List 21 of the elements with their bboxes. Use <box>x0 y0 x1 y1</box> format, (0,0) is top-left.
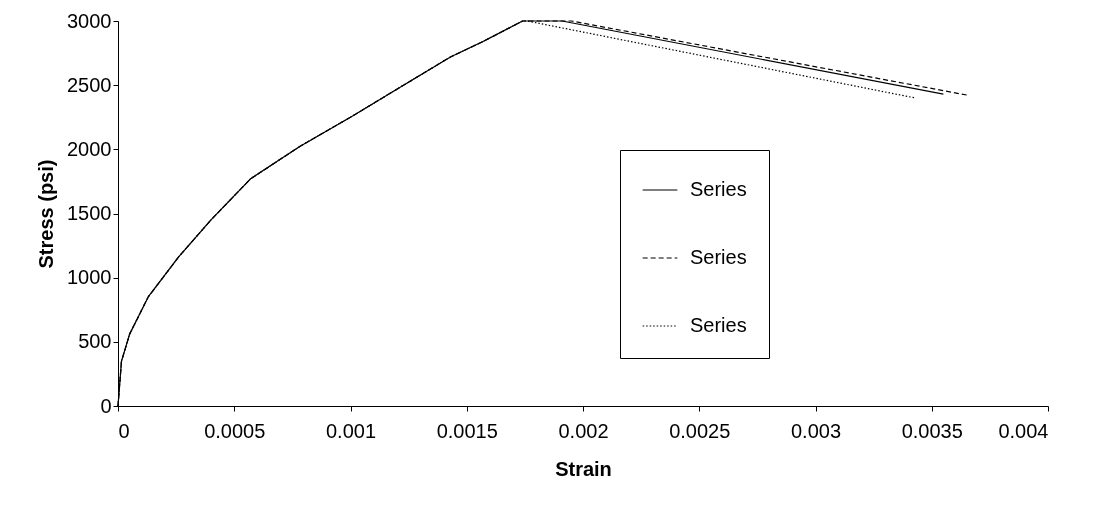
x-axis-title: Strain <box>555 457 612 480</box>
legend-label: Series <box>690 178 747 200</box>
y-tick-label: 0 <box>100 394 112 417</box>
x-tick-label: 0.003 <box>790 419 842 442</box>
x-tick-label: 0 <box>118 419 130 442</box>
x-tick-label: 0.0005 <box>204 419 266 442</box>
y-tick-label: 3000 <box>67 9 112 32</box>
x-tick-label: 0.004 <box>998 419 1049 442</box>
y-tick-label: 1000 <box>67 266 112 289</box>
y-tick-label: 500 <box>78 330 112 353</box>
x-tick-label: 0.001 <box>325 419 377 442</box>
y-tick-label: 1500 <box>67 202 112 224</box>
x-tick-label: 0.0015 <box>436 419 498 442</box>
legend-label: Series <box>690 246 747 268</box>
y-tick-label: 2500 <box>67 73 112 96</box>
y-tick-label: 2000 <box>67 137 112 160</box>
legend-label: Series <box>690 314 747 336</box>
x-tick-label: 0.0025 <box>669 419 731 442</box>
x-tick-label: 0.002 <box>558 419 609 442</box>
y-axis-title: Stress (psi) <box>35 159 58 269</box>
x-tick-label: 0.0035 <box>901 419 963 442</box>
